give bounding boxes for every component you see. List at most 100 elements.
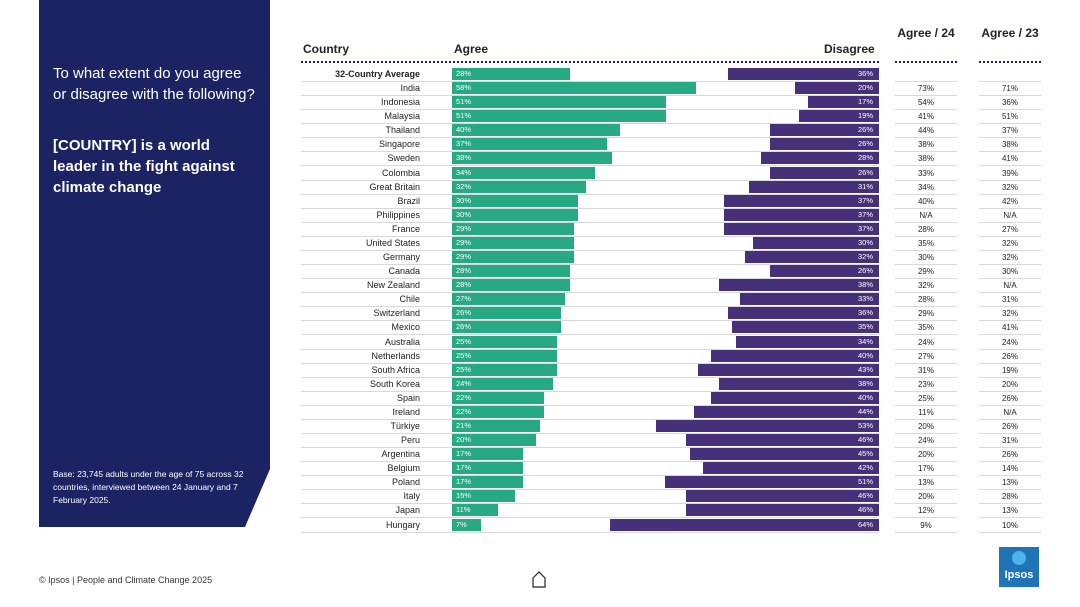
header-disagree: Disagree (824, 42, 875, 56)
disagree-value-label: 26% (857, 139, 873, 149)
row-divider (301, 151, 879, 153)
country-label: Colombia (381, 167, 420, 178)
disagree-value-label: 31% (857, 181, 873, 191)
row-divider-23 (979, 137, 1041, 139)
country-label: Italy (403, 491, 420, 502)
agree-23-value: 31% (1001, 295, 1018, 305)
agree-23-value: 26% (1001, 450, 1018, 460)
agree-bar (452, 377, 553, 390)
row-divider-24 (895, 306, 957, 308)
disagree-bar (685, 504, 879, 517)
country-label: Japan (395, 505, 420, 516)
disagree-value-label: 26% (857, 125, 873, 135)
row-divider-23 (979, 221, 1041, 223)
country-label: France (391, 223, 420, 234)
agree-bar (452, 321, 562, 334)
country-label: Singapore (378, 139, 420, 150)
disagree-bar (727, 307, 879, 320)
agree-value-label: 58% (456, 83, 472, 93)
row-divider-23 (979, 292, 1041, 294)
agree-bar (452, 68, 570, 80)
agree-bar (452, 279, 570, 292)
agree-bar (452, 265, 570, 278)
agree-bar (452, 82, 696, 95)
agree-bar (452, 180, 587, 193)
disagree-bar (711, 349, 879, 362)
disagree-value-label: 36% (857, 69, 873, 78)
agree-bar (452, 405, 545, 418)
disagree-value-label: 37% (857, 195, 873, 205)
country-label: New Zealand (366, 280, 420, 291)
row-divider (301, 306, 879, 308)
disagree-value-label: 33% (857, 294, 873, 304)
country-label: Switzerland (373, 308, 420, 319)
country-label: Ireland (392, 406, 420, 417)
agree-value-label: 11% (456, 505, 471, 515)
row-divider-23 (979, 109, 1041, 111)
row-divider-23 (979, 165, 1041, 167)
agree-value-label: 51% (456, 97, 472, 107)
row-divider-24 (895, 123, 957, 125)
row-divider (301, 221, 879, 223)
agree-24-value: 44% (917, 126, 934, 136)
agree-23-value: N/A (1003, 210, 1017, 220)
agree-23-value: 32% (1001, 309, 1018, 319)
agree-24-value: 38% (917, 154, 934, 164)
country-label: Türkiye (390, 421, 420, 431)
row-divider (301, 109, 879, 111)
disagree-bar (769, 138, 879, 151)
header-country: Country (303, 42, 349, 56)
footer-credit: © Ipsos | People and Climate Change 2025 (39, 575, 213, 585)
row-divider-23 (979, 433, 1041, 434)
disagree-value-label: 20% (857, 83, 873, 93)
agree-value-label: 30% (456, 195, 472, 205)
agree-value-label: 28% (456, 69, 472, 78)
row-divider-24 (895, 334, 957, 336)
row-divider (301, 475, 879, 477)
agree-24-value: 40% (917, 196, 934, 206)
disagree-value-label: 51% (857, 477, 873, 487)
row-divider-23 (979, 334, 1041, 336)
disagree-bar (698, 363, 879, 376)
agree-bar (452, 208, 578, 221)
country-label: Chile (399, 294, 420, 305)
agree-24-value: 27% (917, 351, 934, 361)
agree-value-label: 21% (456, 421, 472, 430)
agree-value-label: 22% (456, 406, 472, 416)
row-divider-24 (895, 461, 957, 463)
agree-bar (452, 222, 574, 235)
agree-23-value: 39% (1001, 168, 1018, 178)
country-label: Thailand (385, 125, 420, 136)
row-divider-24 (895, 348, 957, 350)
agree-23-value: 32% (1001, 182, 1018, 192)
row-divider-23 (979, 348, 1041, 350)
home-icon[interactable] (531, 570, 547, 588)
agree-value-label: 25% (456, 336, 472, 346)
disagree-value-label: 53% (857, 421, 873, 430)
disagree-bar (769, 265, 879, 278)
disagree-value-label: 38% (857, 378, 873, 388)
country-label: Sweden (387, 153, 420, 164)
agree-value-label: 29% (456, 252, 472, 262)
agree-bar (452, 251, 574, 264)
agree-24-value: N/A (919, 210, 933, 220)
disagree-bar (690, 448, 879, 461)
disagree-bar (799, 110, 879, 123)
disagree-bar (753, 236, 879, 249)
agree-24-value: 9% (920, 520, 932, 530)
row-divider-24 (895, 320, 957, 322)
row-divider (301, 461, 879, 463)
row-divider (301, 249, 879, 251)
disagree-value-label: 37% (857, 209, 873, 219)
country-label: Hungary (385, 519, 420, 530)
row-divider-23 (979, 531, 1041, 533)
agree-24-value: 29% (917, 309, 934, 319)
agree-value-label: 25% (456, 364, 472, 374)
disagree-bar (748, 180, 879, 193)
row-divider-24 (895, 475, 957, 477)
row-divider (301, 348, 879, 350)
disagree-value-label: 42% (857, 463, 873, 473)
disagree-bar (711, 391, 879, 404)
agree-23-value: 10% (1001, 520, 1018, 530)
row-divider-24 (895, 517, 957, 519)
